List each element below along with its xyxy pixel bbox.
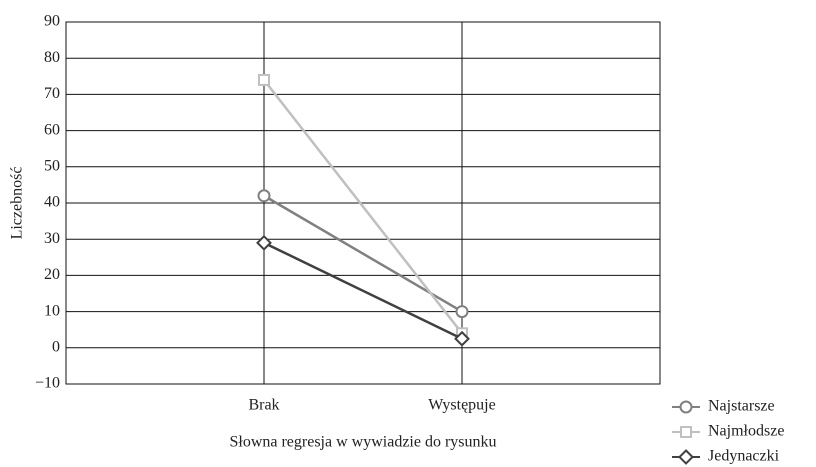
x-axis-label: Słowna regresja w wywiadzie do rysunku xyxy=(229,434,496,451)
y-tick-label: −10 xyxy=(35,375,60,392)
series-line xyxy=(263,241,463,340)
y-tick-label: 50 xyxy=(44,157,60,174)
x-tick-label: Brak xyxy=(248,397,279,414)
y-axis-label: Liczebność xyxy=(9,167,26,240)
y-tick-label: 20 xyxy=(44,266,60,283)
y-tick-label: 70 xyxy=(44,85,60,102)
marker xyxy=(680,426,692,438)
legend-label: Najstarsze xyxy=(708,398,775,415)
marker xyxy=(678,449,694,465)
marker xyxy=(454,330,470,347)
marker xyxy=(679,400,693,414)
y-tick-label: 40 xyxy=(44,194,60,211)
y-tick-label: 10 xyxy=(44,302,60,319)
y-tick-label: 0 xyxy=(52,338,60,355)
y-tick-label: 30 xyxy=(44,230,60,247)
y-tick-label: 90 xyxy=(44,13,60,30)
marker xyxy=(258,73,270,86)
y-tick-label: 80 xyxy=(44,49,60,66)
marker xyxy=(455,305,469,319)
marker xyxy=(256,234,272,251)
marker xyxy=(257,189,271,203)
legend-label: Najmłodsze xyxy=(708,423,784,440)
x-tick-label: Występuje xyxy=(428,397,495,414)
legend-label: Jedynaczki xyxy=(708,448,780,465)
series-line xyxy=(263,79,463,335)
y-tick-label: 60 xyxy=(44,121,60,138)
